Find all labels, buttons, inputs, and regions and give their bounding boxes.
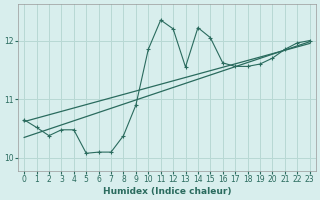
X-axis label: Humidex (Indice chaleur): Humidex (Indice chaleur) bbox=[103, 187, 231, 196]
